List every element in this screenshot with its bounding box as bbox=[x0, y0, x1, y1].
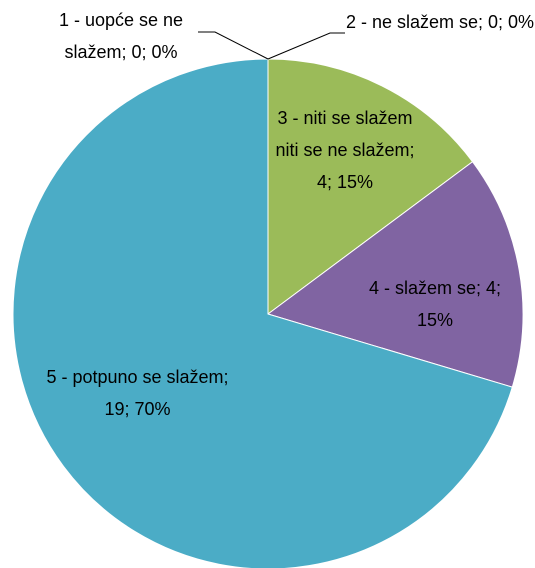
data-label: 4 - slažem se; 4; 15% bbox=[368, 278, 502, 330]
pie-slice bbox=[267, 58, 474, 315]
data-label: 1 - uopće se ne slažem; 0; 0% bbox=[58, 10, 184, 62]
pie-slice bbox=[12, 58, 513, 568]
data-label: 2 - ne slažem se; 0; 0% bbox=[345, 12, 535, 32]
leader-line bbox=[267, 32, 345, 60]
leader-line bbox=[198, 31, 269, 60]
data-label: 3 - niti se slažem niti se ne slažem; 4;… bbox=[275, 108, 415, 192]
data-label: 5 - potpuno se slažem; 19; 70% bbox=[46, 367, 229, 419]
pie-slice bbox=[266, 161, 524, 388]
